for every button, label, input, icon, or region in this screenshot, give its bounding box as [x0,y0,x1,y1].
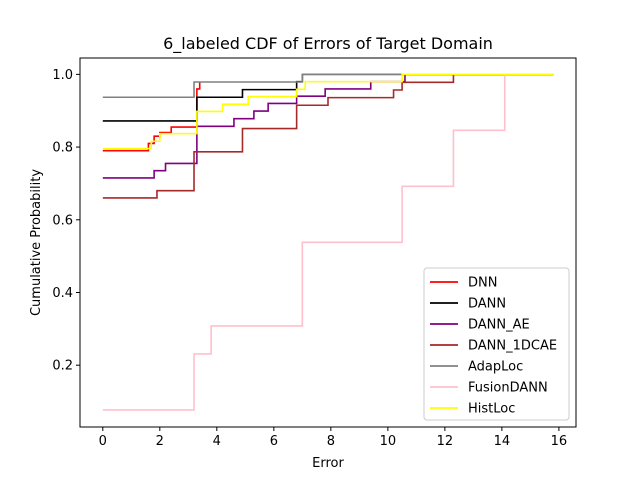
x-axis-label: Error [312,456,344,471]
x-tick-label: 4 [213,434,221,449]
axes-frame [79,57,577,428]
legend-label-dann-ae: DANN_AE [468,318,530,333]
series-line-dnn [102,81,201,152]
series-line-fusiondann [102,73,554,411]
x-tick-label: 2 [156,434,164,449]
y-tick-label: 0.8 [52,141,73,156]
series-line-adaploc [102,73,554,99]
x-tick-label: 10 [380,434,397,449]
x-tick-label: 0 [99,434,107,449]
legend-label-dnn: DNN [468,276,497,291]
y-axis-label: Cumulative Probability [29,169,44,316]
x-tick-label: 8 [327,434,335,449]
series-line-histloc [102,73,554,150]
chart-title: 6_labeled CDF of Errors of Target Domain [163,34,493,54]
legend-label-fusiondann: FusionDANN [468,381,548,396]
legend-label-adaploc: AdapLoc [468,360,523,375]
series-line-dann-ae [102,73,554,179]
x-tick-label: 12 [437,434,454,449]
legend-label-dann: DANN [468,297,506,312]
x-tick-label: 14 [494,434,511,449]
series-layer [102,73,554,411]
x-axis: 0 2 4 6 8 10 12 14 16 [99,427,568,449]
legend-box [423,267,570,421]
legend: DNN DANN DANN_AE DANN_1DCAE AdapLoc FusionDAN… [423,267,570,421]
y-tick-label: 0.2 [52,359,73,374]
y-tick-label: 0.6 [52,213,73,228]
x-tick-label: 6 [270,434,278,449]
y-axis: 0.2 0.4 0.6 0.8 1.0 [52,68,80,374]
series-line-dann-1dcae [102,73,554,199]
y-tick-label: 1.0 [52,68,73,83]
y-tick-label: 0.4 [52,286,73,301]
x-tick-label: 16 [551,434,568,449]
legend-label-dann-1dcae: DANN_1DCAE [468,339,557,354]
legend-label-histloc: HistLoc [468,402,515,417]
